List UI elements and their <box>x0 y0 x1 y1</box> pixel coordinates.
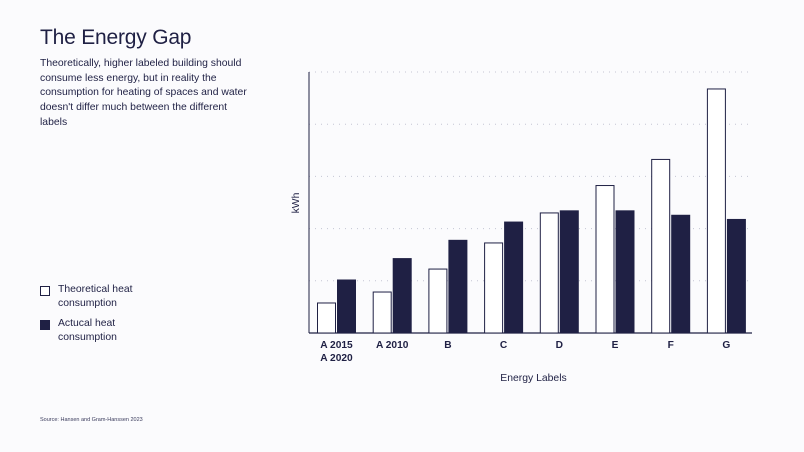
legend-label-theoretical: Theoretical heat consumption <box>58 284 133 309</box>
legend-item-actual: Actucal heat consumption <box>40 317 200 344</box>
x-tick-label: E <box>612 340 619 351</box>
bar-theoretical <box>317 302 336 334</box>
bar-actual <box>726 218 746 333</box>
x-tick-label: A 2015 A 2020 <box>320 340 353 364</box>
page-title: The Energy Gap <box>40 26 192 49</box>
bar-actual <box>559 210 579 333</box>
bar-actual <box>671 214 691 333</box>
source-note: Source: Hansen and Gram-Hanssen 2023 <box>40 417 143 423</box>
y-axis-title: kWh <box>291 192 302 213</box>
bar-actual <box>504 221 524 333</box>
bar-theoretical <box>428 268 448 334</box>
bar-theoretical <box>651 158 671 334</box>
x-tick-label: A 2010 <box>376 340 409 351</box>
bar-actual <box>615 210 635 333</box>
bar-actual <box>392 258 412 333</box>
bar-theoretical <box>484 242 504 334</box>
x-tick-label: F <box>668 340 674 351</box>
bar-theoretical <box>372 291 392 334</box>
legend-swatch-filled <box>40 320 50 330</box>
x-tick-label: G <box>722 340 730 351</box>
x-tick-label: B <box>444 340 451 351</box>
bar-actual <box>337 279 356 333</box>
x-tick-label: C <box>500 340 508 351</box>
bar-actual <box>448 239 468 333</box>
x-tick-label: D <box>556 340 563 351</box>
bar-theoretical <box>539 212 559 334</box>
legend-label-actual: Actucal heat consumption <box>58 318 117 343</box>
bar-theoretical <box>706 88 726 334</box>
page-subtitle: Theoretically, higher labeled building s… <box>40 58 247 128</box>
legend-item-theoretical: Theoretical heat consumption <box>40 283 200 310</box>
legend-swatch-outline <box>40 286 50 296</box>
bar-theoretical <box>595 185 615 334</box>
x-axis-title: Energy Labels <box>500 373 566 384</box>
chart-legend: Theoretical heat consumption Actucal hea… <box>40 283 200 351</box>
